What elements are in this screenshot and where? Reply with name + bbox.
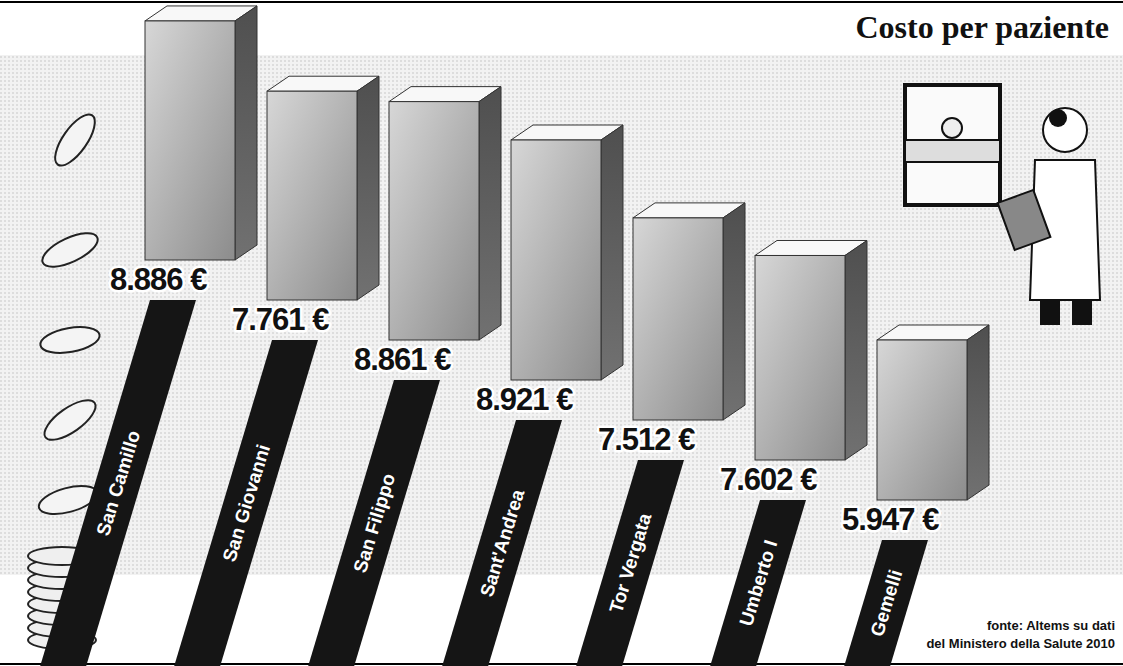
coin [48,109,102,172]
category-label: San Filippo [349,471,399,575]
source: del Ministero della Salute 2010 [926,636,1115,651]
data-label: 7.602 € [720,462,817,497]
bed-sheet [905,140,1000,162]
coin [39,393,102,447]
data-label: 8.921 € [476,382,573,417]
data-label: 8.861 € [354,342,451,377]
chart: Costo per pazienteSan Camillo8.886 €San … [0,0,1123,666]
clipboard [998,190,1051,250]
title: Costo per paziente [855,9,1109,45]
ribbon [442,420,562,666]
bar-side [967,325,989,500]
category-label: San Giovanni [218,442,274,564]
bar-side [479,87,501,340]
bar [511,140,601,380]
category-label: Gemelli [866,567,906,639]
coin [38,323,101,357]
bar-side [357,76,379,300]
data-label: 7.512 € [598,422,695,457]
data-label: 7.761 € [232,302,329,337]
bar-side [723,203,745,420]
bar-side [845,240,867,460]
bar [877,340,967,500]
category-label: San Camillo [92,428,144,538]
bar-side [601,125,623,380]
patient [942,118,962,138]
doctor-legs [1040,300,1092,325]
doctor-mirror [1049,109,1067,127]
doctor-head [1043,108,1087,152]
category-label: Sant'Andrea [476,486,529,599]
plot-area [40,6,989,666]
frame-bottom [0,663,1123,665]
frame-top [0,1,1123,3]
bar [755,255,845,460]
bar [633,218,723,420]
bar [389,102,479,340]
data-label: 5.947 € [842,502,939,537]
ribbon [576,460,684,666]
icons [905,85,1100,325]
ribbon [174,340,318,666]
bar [267,91,357,300]
bar [145,21,235,260]
data-label: 8.886 € [110,262,207,297]
bar-side [235,6,257,260]
coin [38,226,103,273]
labels: San Camillo 8.886 € San Giovanni 7.761 € San… [92,262,939,639]
ribbon [308,380,440,666]
ribbon [710,500,806,666]
bed [905,85,1000,205]
ribbon [40,300,196,666]
category-label: Tor Vergata [605,510,655,615]
source: fonte: Altems su dati [987,618,1115,633]
category-label: Umberto I [735,538,781,629]
ribbon [844,540,928,666]
